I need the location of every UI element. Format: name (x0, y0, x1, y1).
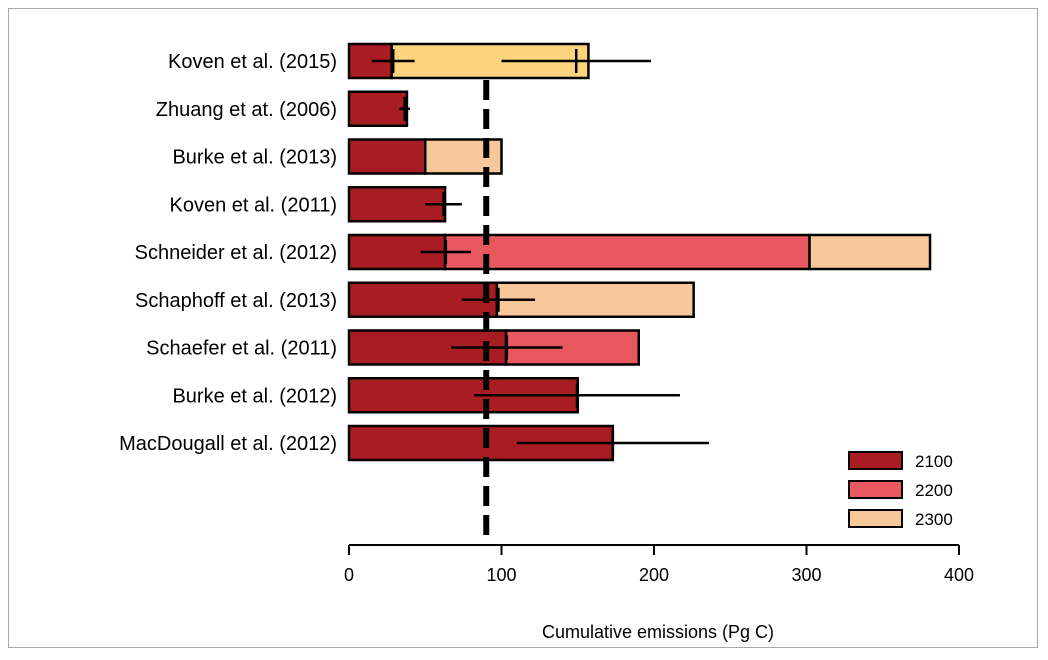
error-bar-row-8-0 (516, 431, 709, 455)
chart-frame (8, 8, 1038, 648)
bar-segment-2300-row-4 (808, 233, 932, 271)
category-label-2: Burke et al. (2013) (172, 147, 337, 169)
error-bar-row-7-0 (474, 383, 680, 408)
error-bar-row-0-0 (371, 49, 415, 73)
x-tick-label-4: 400 (944, 565, 974, 585)
svg-text:2100: 2100 (915, 452, 953, 471)
error-bar-row-0-1 (501, 49, 651, 73)
category-label-6: Schaefer et al. (2011) (146, 338, 337, 360)
error-bar-row-3-0 (425, 192, 462, 217)
error-bar-row-6-0 (451, 335, 563, 360)
x-axis-label: Cumulative emissions (Pg C) (542, 622, 774, 642)
svg-text:2300: 2300 (915, 510, 953, 529)
category-label-5: Schaphoff et al. (2013) (135, 290, 337, 312)
x-tick-label-1: 100 (486, 565, 516, 585)
legend-entry-2300: 2300 (848, 509, 953, 529)
x-tick-label-0: 0 (344, 565, 354, 585)
bar-segment-2300-row-2 (424, 138, 503, 175)
error-bar-row-1-0 (399, 96, 410, 121)
bar-segment-2200-row-4 (443, 233, 811, 271)
category-label-8: MacDougall et al. (2012) (119, 433, 337, 455)
legend-entry-2200: 2200 (848, 480, 953, 500)
x-tick-label-3: 300 (791, 565, 821, 585)
x-tick-label-2: 200 (639, 565, 669, 585)
error-bar-row-4-0 (420, 240, 471, 264)
category-label-1: Zhuang et at. (2006) (156, 99, 337, 121)
error-bars-layer (371, 49, 709, 455)
category-label-0: Koven et al. (2015) (168, 51, 337, 73)
category-label-7: Burke et al. (2012) (172, 385, 337, 407)
legend: 2100 2200 2300 (848, 451, 953, 529)
category-label-3: Koven et al. (2011) (169, 194, 337, 216)
svg-text:2200: 2200 (915, 481, 953, 500)
legend-entry-2100: 2100 (848, 451, 953, 471)
bar-segment-2100-row-1 (347, 90, 409, 127)
bar-segment-2100-row-2 (347, 138, 427, 175)
error-bar-row-5-0 (461, 287, 536, 312)
x-axis: 0 100 200 300 400 (344, 544, 974, 585)
y-axis-labels: Koven et al. (2015) Zhuang et at. (2006) B… (119, 51, 337, 455)
category-label-4: Schneider et al. (2012) (135, 242, 337, 264)
